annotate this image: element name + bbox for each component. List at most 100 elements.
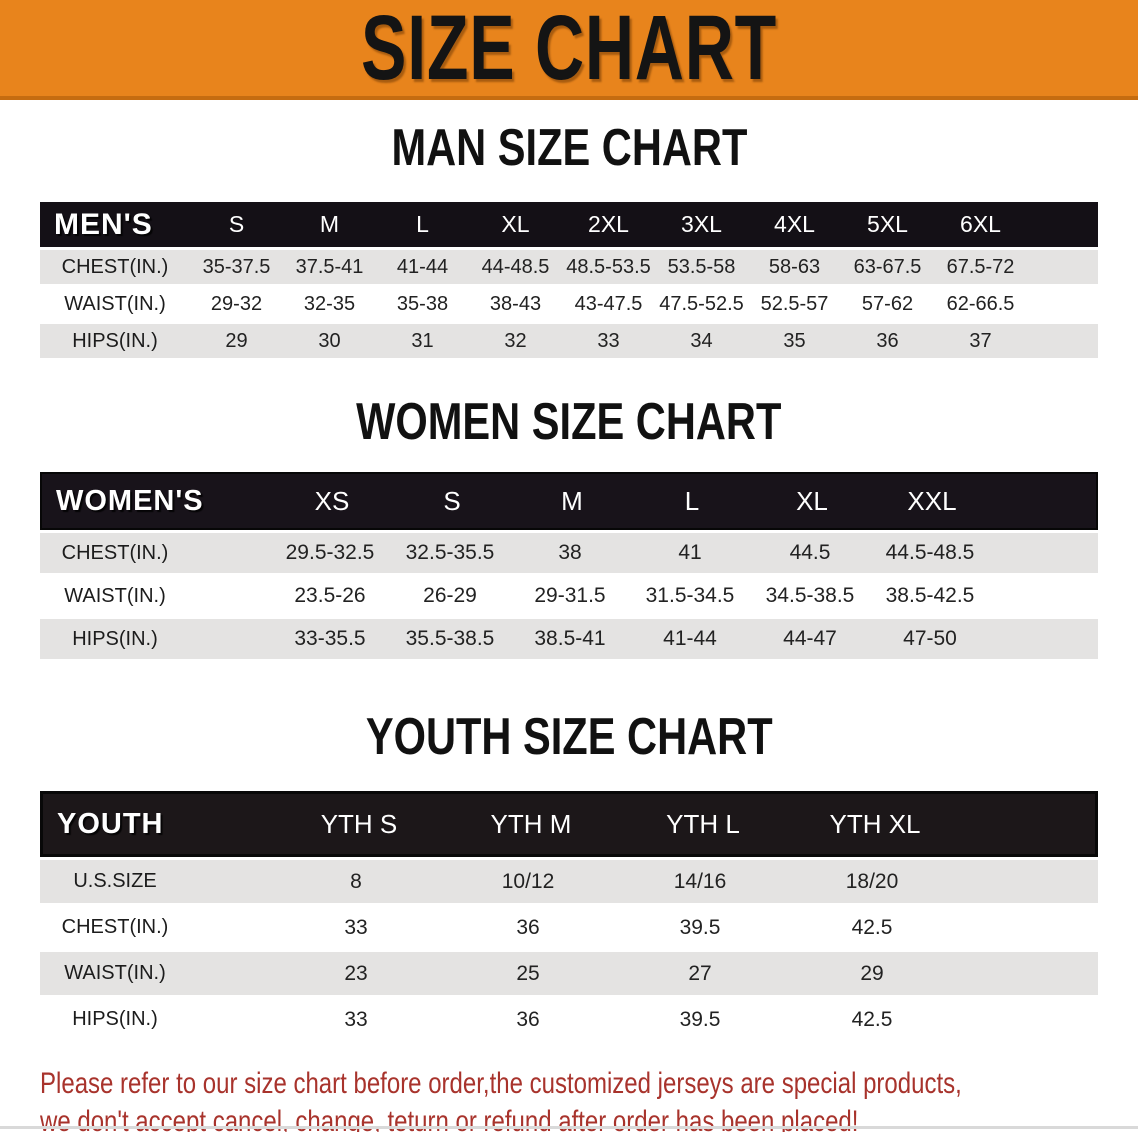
youth-size-value: 29 <box>860 961 884 985</box>
women-size-value: 32.5-35.5 <box>405 541 495 564</box>
women-row-label: CHEST(IN.) <box>61 541 169 564</box>
men-row-label: HIPS(IN.) <box>72 329 158 352</box>
men-column-header: S <box>228 211 245 237</box>
womens-table-header: WOMEN'S XS S M L XL XXL <box>40 472 1098 530</box>
man-section-title-text: MAN SIZE CHART <box>391 119 747 177</box>
women-size-value: 35.5-38.5 <box>405 627 495 650</box>
men-size-value: 31 <box>411 329 434 352</box>
men-size-value: 32 <box>504 329 527 352</box>
youth-size-value: 14/16 <box>673 869 727 893</box>
youth-size-value: 36 <box>516 915 540 939</box>
womens-size-table: WOMEN'S XS S M L XL XXL CHEST(IN.) 29.5-32.5 32… <box>40 472 1098 659</box>
womens-table-label: WOMEN'S <box>56 484 204 517</box>
men-column-header: 6XL <box>960 211 1001 237</box>
men-column-header: 2XL <box>588 211 629 237</box>
men-size-value: 67.5-72 <box>946 255 1015 278</box>
youth-table-header: YOUTH YTH S YTH M YTH L YTH XL <box>40 791 1098 857</box>
women-table-row: HIPS(IN.) 33-35.5 35.5-38.5 38.5-41 41-44 44-… <box>40 619 1098 659</box>
men-size-value: 35 <box>783 329 806 352</box>
men-column-header: L <box>416 211 429 237</box>
men-column-header: XL <box>501 211 530 237</box>
women-size-value: 26-29 <box>423 584 477 607</box>
women-section-title: WOMEN SIZE CHART <box>0 396 1138 448</box>
women-table-row: WAIST(IN.) 23.5-26 26-29 29-31.5 31.5-34.5 34… <box>40 576 1098 616</box>
men-size-value: 30 <box>318 329 341 352</box>
youth-table-row: HIPS(IN.) 33 36 39.5 42.5 <box>40 998 1098 1041</box>
mens-table-label: MEN'S <box>54 207 153 241</box>
youth-column-header: YTH XL <box>829 808 921 839</box>
women-size-value: 44-47 <box>783 627 837 650</box>
women-column-header: XXL <box>907 485 957 516</box>
men-table-row: HIPS(IN.) 29 30 31 32 33 34 35 36 37 <box>40 324 1098 358</box>
men-row-label: CHEST(IN.) <box>61 255 169 278</box>
women-table-row: CHEST(IN.) 29.5-32.5 32.5-35.5 38 41 44.5 44.5… <box>40 533 1098 573</box>
man-section-title: MAN SIZE CHART <box>0 122 1138 174</box>
men-column-header: 3XL <box>681 211 722 237</box>
men-size-value: 29-32 <box>210 292 263 315</box>
men-size-value: 34 <box>690 329 713 352</box>
youth-size-value: 42.5 <box>851 915 893 939</box>
men-size-value: 35-38 <box>396 292 449 315</box>
youth-section-title-text: YOUTH SIZE CHART <box>365 708 773 766</box>
men-size-value: 32-35 <box>303 292 356 315</box>
disclaimer-line-1: Please refer to our size chart before or… <box>40 1067 962 1100</box>
women-size-value: 31.5-34.5 <box>645 584 735 607</box>
men-size-value: 58-63 <box>768 255 821 278</box>
men-column-header: 4XL <box>774 211 815 237</box>
women-size-value: 29.5-32.5 <box>285 541 375 564</box>
youth-size-table: YOUTH YTH S YTH M YTH L YTH XL U.S.SIZE 8 10/… <box>40 791 1098 1041</box>
men-size-value: 62-66.5 <box>946 292 1015 315</box>
men-size-value: 33 <box>597 329 620 352</box>
men-size-value: 52.5-57 <box>760 292 829 315</box>
youth-row-label: HIPS(IN.) <box>72 1008 158 1030</box>
youth-size-value: 18/20 <box>845 869 899 893</box>
men-size-value: 44-48.5 <box>481 255 550 278</box>
youth-table-row: U.S.SIZE 8 10/12 14/16 18/20 <box>40 860 1098 903</box>
size-chart-banner: SIZE CHART <box>0 0 1138 100</box>
youth-size-value: 25 <box>516 961 540 985</box>
women-column-header: XL <box>796 485 828 516</box>
bottom-edge-line <box>0 1126 1138 1129</box>
women-size-value: 34.5-38.5 <box>765 584 855 607</box>
men-size-value: 63-67.5 <box>853 255 922 278</box>
youth-column-header: YTH S <box>320 808 398 839</box>
women-size-value: 44.5-48.5 <box>885 541 975 564</box>
men-column-header: M <box>319 211 340 237</box>
men-size-value: 36 <box>876 329 899 352</box>
youth-column-header: YTH M <box>490 808 572 839</box>
men-table-row: CHEST(IN.) 35-37.5 37.5-41 41-44 44-48.5 48.5… <box>40 250 1098 284</box>
youth-size-value: 33 <box>344 1007 368 1031</box>
men-size-value: 38-43 <box>489 292 542 315</box>
men-size-value: 41-44 <box>396 255 449 278</box>
youth-size-value: 23 <box>344 961 368 985</box>
women-row-label: HIPS(IN.) <box>72 627 158 650</box>
men-column-header: 5XL <box>867 211 908 237</box>
women-size-value: 47-50 <box>903 627 957 650</box>
youth-size-value: 39.5 <box>679 1007 721 1031</box>
youth-size-value: 33 <box>344 915 368 939</box>
men-size-value: 48.5-53.5 <box>566 255 651 278</box>
women-size-value: 38.5-41 <box>534 627 606 650</box>
women-column-header: M <box>561 485 583 516</box>
youth-size-value: 42.5 <box>851 1007 893 1031</box>
men-size-value: 29 <box>225 329 248 352</box>
women-section-title-text: WOMEN SIZE CHART <box>356 393 782 451</box>
women-size-value: 44.5 <box>789 541 831 564</box>
men-size-value: 35-37.5 <box>202 255 271 278</box>
men-size-value: 47.5-52.5 <box>659 292 744 315</box>
women-size-value: 38 <box>558 541 582 564</box>
youth-size-value: 39.5 <box>679 915 721 939</box>
youth-size-value: 10/12 <box>501 869 555 893</box>
women-column-header: S <box>443 485 461 516</box>
youth-column-header: YTH L <box>666 808 740 839</box>
youth-table-row: CHEST(IN.) 33 36 39.5 42.5 <box>40 906 1098 949</box>
youth-size-value: 27 <box>688 961 712 985</box>
men-size-value: 57-62 <box>861 292 914 315</box>
youth-table-label: YOUTH <box>57 807 164 840</box>
men-size-value: 37.5-41 <box>295 255 364 278</box>
men-size-value: 43-47.5 <box>574 292 643 315</box>
youth-row-label: CHEST(IN.) <box>61 916 169 938</box>
youth-size-value: 36 <box>516 1007 540 1031</box>
women-column-header: XS <box>314 485 350 516</box>
women-size-value: 41-44 <box>663 627 717 650</box>
